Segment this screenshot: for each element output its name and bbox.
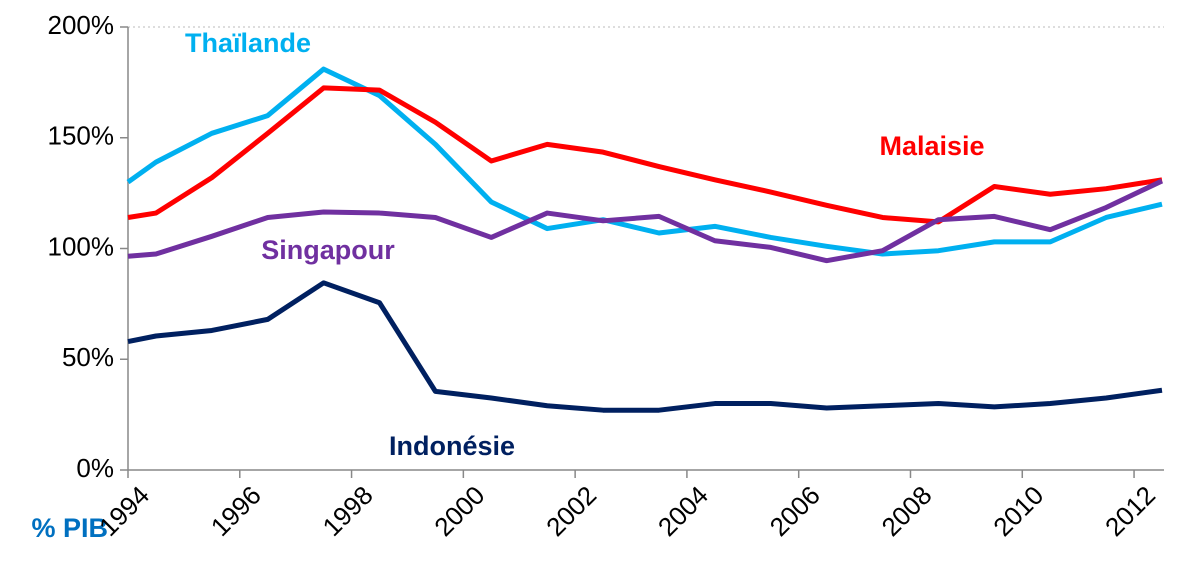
series-label: Indonésie <box>389 431 515 461</box>
series-label: Singapour <box>261 235 395 265</box>
x-tick-label: 2008 <box>875 480 937 542</box>
y-tick-label: 50% <box>62 342 114 372</box>
series-label: Malaisie <box>879 131 984 161</box>
x-tick-label: 2010 <box>987 480 1049 542</box>
x-tick-label: 1996 <box>205 480 267 542</box>
y-tick-label: 150% <box>48 121 115 151</box>
y-tick-label: 0% <box>76 453 114 483</box>
series-label: Thaïlande <box>185 28 311 58</box>
series-line <box>127 280 1163 413</box>
y-axis-label: % PIB <box>31 513 108 543</box>
x-tick-label: 1998 <box>317 480 379 542</box>
x-tick-label: 2000 <box>428 480 490 542</box>
y-tick-label: 200% <box>48 10 115 40</box>
series-line <box>127 85 1163 225</box>
y-tick-label: 100% <box>48 231 115 261</box>
x-tick-label: 2004 <box>652 480 714 542</box>
x-tick-label: 2002 <box>540 480 602 542</box>
x-tick-label: 2012 <box>1099 480 1161 542</box>
x-tick-label: 2006 <box>764 480 826 542</box>
series-line <box>126 66 1163 257</box>
series-line <box>127 178 1164 264</box>
